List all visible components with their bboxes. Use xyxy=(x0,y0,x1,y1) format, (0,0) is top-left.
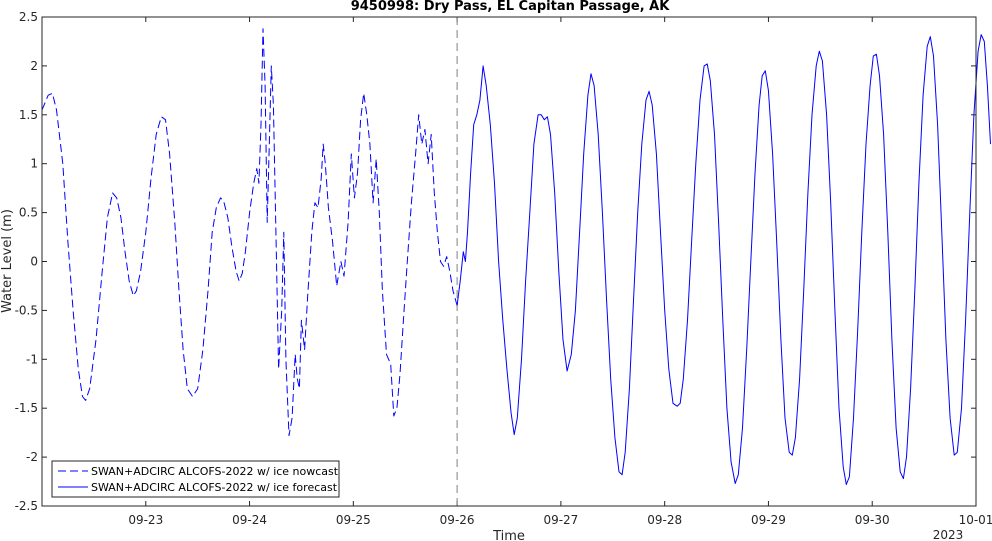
y-tick-label: 0.5 xyxy=(19,206,38,220)
y-tick-label: 1.5 xyxy=(19,108,38,122)
x-axis-label: Time xyxy=(492,529,525,541)
nowcast-series-line xyxy=(41,28,458,437)
y-tick-label: 2.5 xyxy=(19,10,38,24)
axis-ticks: -2.5 -2 -1.5 -1 -0.5 0 0.5 1 1.5 2 2.5 09-23 09-24 09… xyxy=(15,10,992,527)
y-tick-label: -2 xyxy=(26,450,38,464)
y-tick-label: 0 xyxy=(30,255,38,269)
y-axis-label: Water Level (m) xyxy=(0,209,15,313)
y-tick-label: -2.5 xyxy=(15,499,38,513)
y-tick-label: 2 xyxy=(30,59,38,73)
x-tick-label: 09-25 xyxy=(336,513,371,527)
x-axis-year-label: 2023 xyxy=(933,528,964,541)
y-tick-label: -1 xyxy=(26,352,38,366)
x-tick-label: 10-01 xyxy=(959,513,992,527)
series-group xyxy=(41,28,991,485)
chart-title: 9450998: Dry Pass, EL Capitan Passage, A… xyxy=(351,0,671,14)
x-tick-label: 09-27 xyxy=(543,513,578,527)
legend-forecast-label: SWAN+ADCIRC ALCOFS-2022 w/ ice forecast xyxy=(91,481,338,494)
forecast-series-line xyxy=(456,34,991,485)
x-tick-label: 09-29 xyxy=(751,513,786,527)
x-tick-label: 09-23 xyxy=(128,513,163,527)
y-tick-label: 1 xyxy=(30,157,38,171)
x-tick-label: 09-30 xyxy=(855,513,890,527)
legend-box xyxy=(51,460,340,498)
legend-nowcast-label: SWAN+ADCIRC ALCOFS-2022 w/ ice nowcast xyxy=(91,465,339,478)
plot-area xyxy=(42,17,976,506)
y-tick-label: -0.5 xyxy=(15,303,38,317)
x-tick-label: 09-28 xyxy=(647,513,682,527)
legend: SWAN+ADCIRC ALCOFS-2022 w/ ice nowcast S… xyxy=(51,460,340,498)
plot-frame xyxy=(41,16,977,507)
x-tick-label: 09-24 xyxy=(232,513,267,527)
x-tick-label: 09-26 xyxy=(440,513,475,527)
y-tick-label: -1.5 xyxy=(15,401,38,415)
